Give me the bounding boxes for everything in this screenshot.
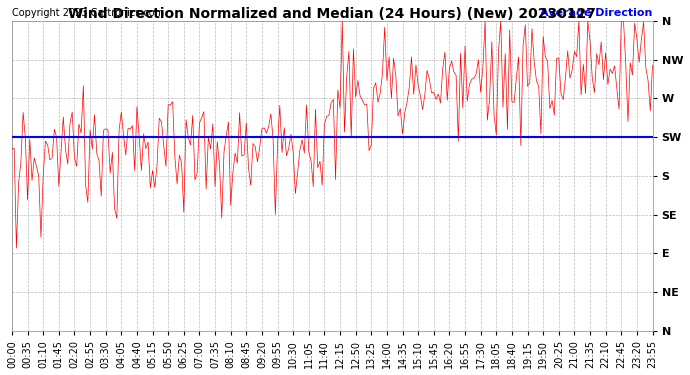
Text: Average Direction: Average Direction <box>540 8 653 18</box>
Text: Copyright 2023 Cartronics.com: Copyright 2023 Cartronics.com <box>12 8 164 18</box>
Title: Wind Direction Normalized and Median (24 Hours) (New) 20230127: Wind Direction Normalized and Median (24… <box>68 7 596 21</box>
